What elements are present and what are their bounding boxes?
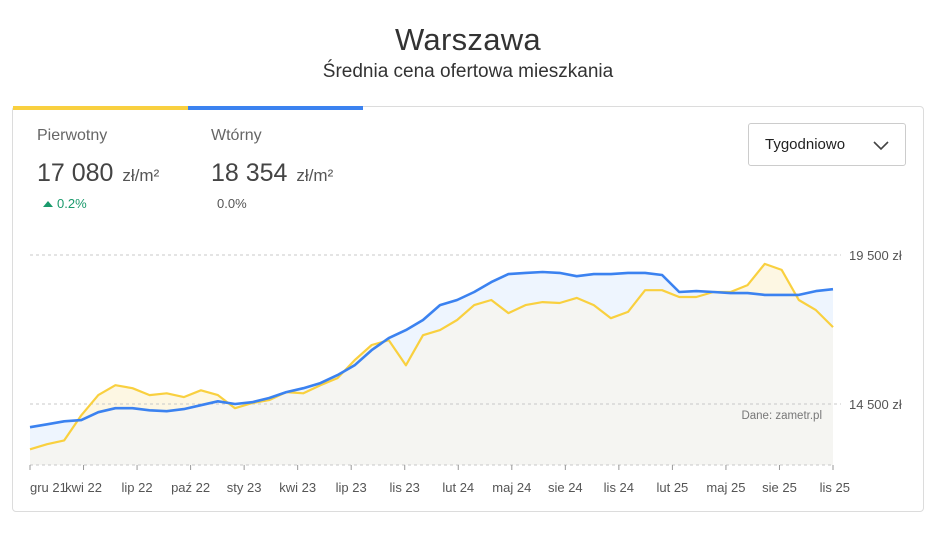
line-secondary — [29, 270, 834, 429]
stat-unit: zł/m² — [296, 166, 334, 185]
x-tick-label: lip 23 — [336, 480, 367, 495]
period-select[interactable]: Tygodniowo — [748, 123, 906, 166]
stat-secondary[interactable]: Wtórny 18 354 zł/m² 0.0% — [211, 127, 333, 211]
tab-indicator-secondary[interactable] — [188, 106, 363, 110]
stat-change: 0.2% — [57, 196, 87, 211]
stat-label: Pierwotny — [37, 127, 108, 144]
source-label: Dane: zametr.pl — [741, 410, 822, 422]
tab-indicator-primary[interactable] — [13, 106, 188, 110]
x-tick-label: lut 25 — [656, 480, 688, 495]
y-tick-label: 19 500 zł — [849, 248, 902, 263]
stat-label: Wtórny — [211, 127, 262, 144]
x-tick-label: paź 22 — [171, 480, 210, 495]
period-select-value: Tygodniowo — [765, 136, 846, 153]
x-tick-label: lip 22 — [122, 480, 153, 495]
x-tick-label: lis 24 — [604, 480, 634, 495]
x-tick-label: sie 25 — [762, 480, 797, 495]
x-tick-label: kwi 23 — [279, 480, 316, 495]
x-tick-label: lut 24 — [442, 480, 474, 495]
x-tick-label: maj 24 — [492, 480, 531, 495]
area-overlap — [30, 290, 833, 465]
stat-unit: zł/m² — [122, 166, 160, 185]
stat-value: 17 080 — [37, 159, 114, 187]
chevron-down-icon — [873, 141, 889, 151]
x-tick-label: maj 25 — [706, 480, 745, 495]
page-subtitle: Średnia cena ofertowa mieszkania — [322, 61, 614, 82]
stat-change: 0.0% — [217, 196, 247, 211]
stat-value: 18 354 — [211, 159, 288, 187]
x-tick-label: kwi 22 — [65, 480, 102, 495]
x-tick-label: lis 25 — [820, 480, 850, 495]
line-primary — [29, 262, 834, 451]
x-tick-label: lis 23 — [390, 480, 420, 495]
x-tick-label: sty 23 — [227, 480, 262, 495]
x-tick-label: sie 24 — [548, 480, 583, 495]
stat-primary[interactable]: Pierwotny 17 080 zł/m² 0.2% — [37, 127, 159, 211]
page-title: Warszawa — [395, 22, 541, 57]
x-tick-label: gru 21 — [30, 480, 67, 495]
arrow-up-icon — [43, 201, 53, 207]
y-tick-label: 14 500 zł — [849, 397, 902, 412]
